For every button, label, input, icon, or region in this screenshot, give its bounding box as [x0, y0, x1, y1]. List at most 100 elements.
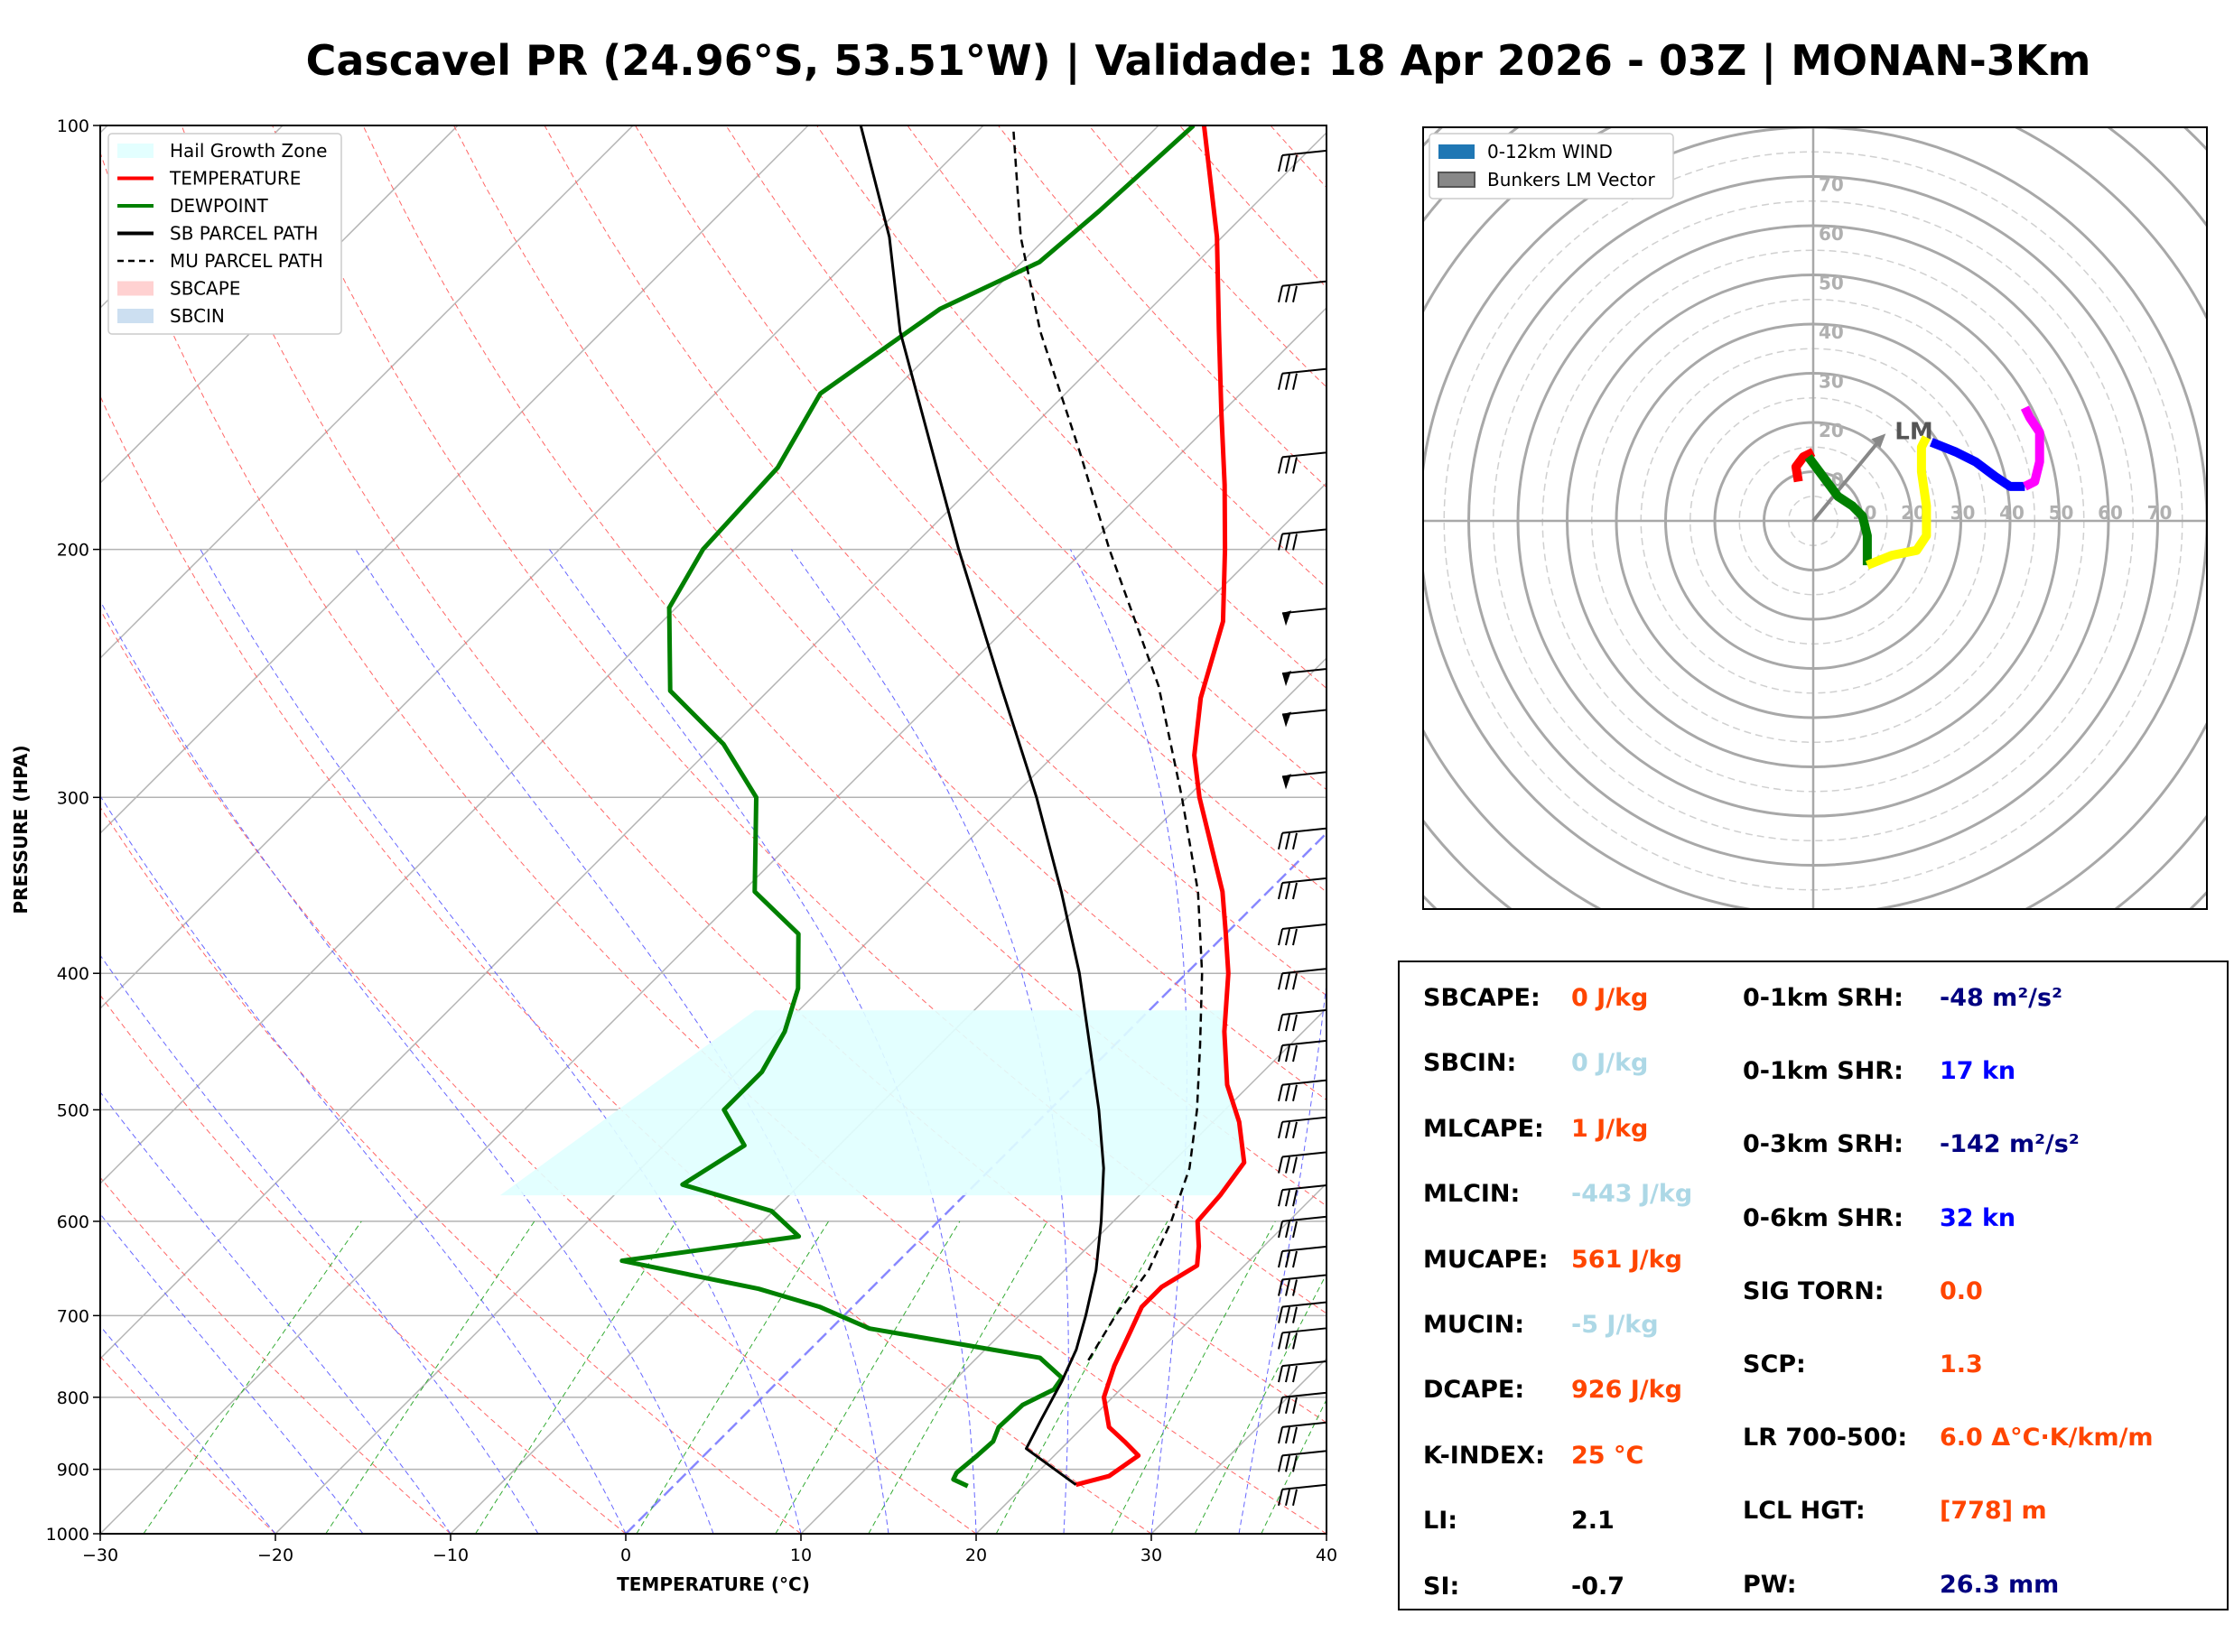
isotherm--50 [100, 125, 1159, 1185]
series-line-temperature [1075, 125, 1247, 1488]
hodograph-ring-label: 70 [2147, 502, 2173, 524]
moist-adiabat [100, 954, 539, 1534]
index-label-0-3km-srh: 0-3km SRH: [1743, 1130, 1904, 1159]
index-label-k-index: K-INDEX: [1423, 1441, 1545, 1470]
index-label-sbcape: SBCAPE: [1423, 984, 1541, 1012]
y-tick-label: 400 [57, 964, 89, 984]
legend-item-sb-parcel-path-label: SB PARCEL PATH [170, 223, 318, 245]
hodograph-segment-3 [1929, 438, 2025, 491]
hodograph-segment-1 [1804, 454, 1872, 566]
y-tick-label: 100 [57, 116, 89, 136]
legend-item-temperature-label: TEMPERATURE [169, 168, 301, 190]
index-label-si: SI: [1423, 1572, 1460, 1601]
legend-item-sbcin-swatch [117, 309, 154, 323]
dry-adiabat [100, 1176, 451, 1534]
index-label-dcape: DCAPE: [1423, 1376, 1525, 1405]
wind-barb [1278, 1245, 1326, 1268]
isotherm--70 [100, 125, 809, 835]
mixing-ratio-line [325, 1220, 535, 1534]
index-label-scp: SCP: [1743, 1350, 1806, 1378]
x-tick-label: 20 [965, 1545, 987, 1565]
mixing-ratio-line [1110, 1220, 1276, 1534]
isotherm--100 [100, 125, 284, 310]
hodograph-ring-label: 30 [1819, 371, 1844, 393]
wind-barb [1281, 709, 1326, 728]
skew-t-chart: −30 −20 −10 0 10 20 30 40 100 200 300 400 500 600 700 8… [10, 116, 1354, 1595]
y-tick-label: 600 [57, 1212, 89, 1232]
legend-box [107, 133, 342, 335]
bunkers-lm-arrowhead [1871, 433, 1886, 449]
series-line-dewpoint [619, 125, 1196, 1489]
hodograph-legend-item-0-12km-wind-label: 0-12km WIND [1487, 141, 1613, 162]
wind-barb [1278, 451, 1326, 474]
wind-barb [1278, 1450, 1326, 1472]
x-tick-label: 30 [1140, 1545, 1162, 1565]
hodograph-ring-label: 50 [2049, 502, 2074, 524]
index-label-lr-700-500: LR 700-500: [1743, 1424, 1908, 1452]
isotherm-0 [625, 831, 1326, 1534]
hodograph-ring-label: 20 [1819, 420, 1844, 441]
chart-title: Cascavel PR (24.96°S, 53.51°W) | Validad… [0, 36, 2234, 85]
isotherm--20 [275, 481, 1326, 1534]
series-line-mu-parcel-path [1011, 125, 1204, 1361]
x-tick-label: −30 [82, 1545, 118, 1565]
index-value-0-1km-srh: -48 m²/s² [1940, 984, 2062, 1012]
index-value-dcape: 926 J/kg [1571, 1376, 1682, 1405]
moist-adiabat [100, 599, 714, 1534]
isotherm-40 [1326, 125, 1354, 1534]
wind-barb [1278, 968, 1326, 990]
mixing-ratio-line [775, 1220, 961, 1534]
dry-adiabat [362, 125, 1326, 1207]
wind-barb [1278, 528, 1326, 551]
index-label-0-6km-shr: 0-6km SHR: [1743, 1203, 1904, 1232]
hodograph-frame [1422, 126, 2208, 910]
wind-barb [1278, 827, 1326, 850]
hodograph-ring-label: 30 [1950, 502, 1976, 524]
y-tick-label: 300 [57, 788, 89, 808]
index-value-mlcin: -443 J/kg [1571, 1180, 1693, 1209]
dry-adiabat [544, 125, 1326, 997]
x-axis-label: TEMPERATURE (°C) [617, 1573, 810, 1595]
hodograph-ring-label: 70 [1819, 174, 1844, 196]
series-line-sb-parcel-path [859, 125, 1105, 1486]
index-label-li: LI: [1423, 1507, 1458, 1536]
x-tick-label: −10 [433, 1545, 469, 1565]
wind-barb [1278, 1040, 1326, 1063]
mixing-ratio-line [475, 1220, 677, 1534]
wind-barb [1278, 1215, 1326, 1239]
isotherm--40 [100, 131, 1326, 1360]
wind-barb [1278, 150, 1326, 172]
wind-barb [1278, 1483, 1326, 1507]
index-value-lcl-hgt: [778] m [1940, 1497, 2047, 1526]
moist-adiabat [100, 1091, 451, 1534]
dry-adiabat [907, 125, 1326, 589]
dry-adiabat [181, 125, 1326, 1424]
dry-adiabat [100, 994, 627, 1534]
hodograph-legend: 0-12km WIND Bunkers LM Vector [1429, 133, 1674, 200]
legend-item-mu-parcel-path-label: MU PARCEL PATH [170, 250, 323, 272]
index-value-sig-torn: 0.0 [1940, 1276, 1983, 1305]
hodograph-legend-item-bunkers-lm-vector-swatch [1438, 172, 1475, 188]
isotherm--10 [450, 656, 1326, 1534]
wind-barb [1278, 280, 1326, 302]
wind-barb [1278, 923, 1326, 946]
wind-barb [1281, 771, 1326, 790]
index-value-0-1km-shr: 17 kn [1940, 1057, 2016, 1086]
wind-barb [1278, 1360, 1326, 1383]
isotherm--80 [100, 125, 634, 660]
x-tick-label: 40 [1316, 1545, 1337, 1565]
index-value-scp: 1.3 [1940, 1350, 1983, 1378]
wind-barb [1278, 877, 1326, 900]
index-label-lcl-hgt: LCL HGT: [1743, 1497, 1866, 1526]
legend-item-sbcin-label: SBCIN [170, 305, 225, 327]
y-tick-label: 700 [57, 1306, 89, 1326]
wind-barb [1281, 608, 1326, 626]
moist-adiabat [200, 549, 802, 1534]
mixing-ratio-line [636, 1220, 830, 1534]
hodograph-ring-label: 60 [2098, 502, 2123, 524]
moist-adiabat [100, 1212, 364, 1534]
index-value-0-6km-shr: 32 kn [1940, 1203, 2016, 1232]
wind-barb [1281, 668, 1326, 687]
mixing-ratio-line [1194, 1273, 1326, 1534]
index-label-mlcin: MLCIN: [1423, 1180, 1521, 1209]
